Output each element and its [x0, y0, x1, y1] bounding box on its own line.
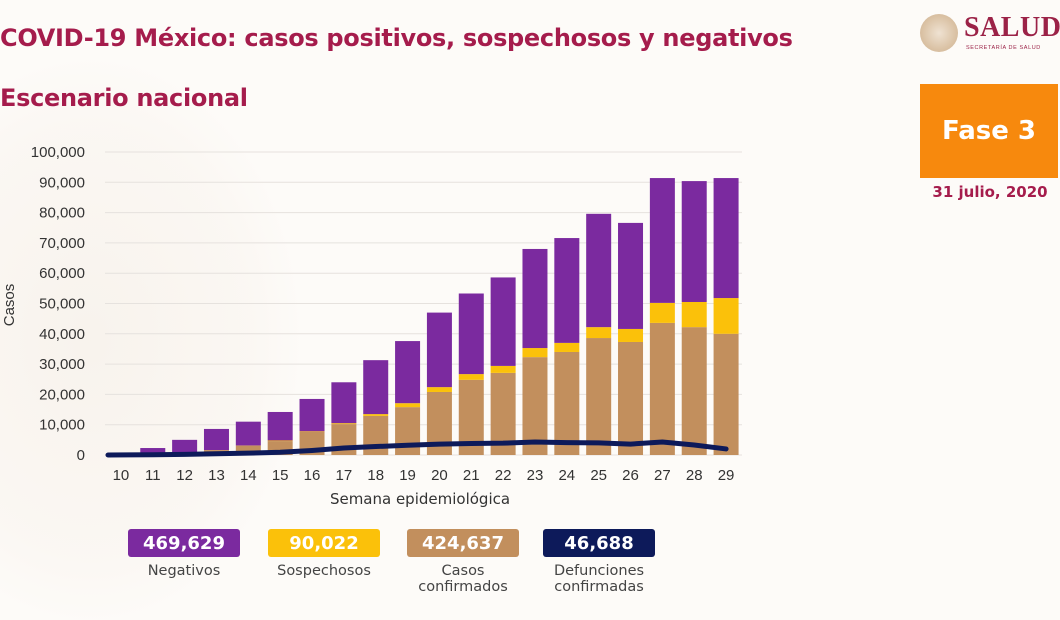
bar-negativos-week-23	[522, 249, 547, 348]
x-tick-label: 12	[176, 467, 193, 484]
national-seal-icon	[920, 14, 958, 52]
y-axis-label: Casos	[1, 284, 18, 327]
y-tick-label: 50,000	[39, 296, 85, 313]
logo-subtitle: SECRETARÍA DE SALUD	[966, 45, 1041, 51]
x-tick-label: 29	[718, 467, 735, 484]
bar-negativos-week-28	[682, 181, 707, 302]
y-tick-label: 40,000	[39, 326, 85, 343]
gridlines	[105, 152, 742, 455]
x-tick-label: 10	[113, 467, 130, 484]
legend-value-badge: 90,022	[268, 529, 380, 557]
bar-casos-confirmados-week-26	[618, 342, 643, 455]
bar-negativos-week-16	[300, 399, 325, 431]
x-tick-label: 28	[686, 467, 703, 484]
bar-negativos-week-27	[650, 178, 675, 303]
y-tick-label: 20,000	[39, 386, 85, 403]
x-tick-label: 25	[590, 467, 607, 484]
bar-sospechosos-week-19	[395, 403, 420, 407]
salud-logo: SALUD SECRETARÍA DE SALUD	[918, 12, 1060, 56]
x-axis-label: Semana epidemiológica	[330, 490, 510, 508]
y-tick-label: 100,000	[31, 144, 85, 161]
bar-sospechosos-week-28	[682, 302, 707, 327]
bar-negativos-week-15	[268, 412, 293, 440]
x-tick-label: 15	[272, 467, 289, 484]
bar-negativos-week-18	[363, 360, 388, 414]
legend-label: Sospechosos	[268, 563, 380, 579]
legend-item-negativos: 469,629 Negativos	[128, 529, 240, 579]
x-tick-label: 11	[145, 467, 161, 484]
x-tick-label: 20	[431, 467, 448, 484]
x-tick-label: 23	[527, 467, 544, 484]
bar-negativos-week-12	[172, 440, 197, 453]
x-tick-label: 18	[367, 467, 384, 484]
bar-casos-confirmados-week-24	[554, 352, 579, 455]
bar-sospechosos-week-22	[491, 366, 516, 373]
bar-sospechosos-week-26	[618, 329, 643, 342]
legend-label: Defunciones confirmadas	[543, 563, 655, 595]
bar-sospechosos-week-20	[427, 387, 452, 392]
y-tick-label: 70,000	[39, 235, 85, 252]
bar-negativos-week-26	[618, 223, 643, 329]
y-tick-label: 80,000	[39, 205, 85, 222]
bar-sospechosos-week-21	[459, 374, 484, 380]
bar-casos-confirmados-week-27	[650, 323, 675, 455]
bar-sospechosos-week-23	[522, 348, 547, 357]
bar-sospechosos-week-15	[268, 440, 293, 441]
bar-negativos-week-14	[236, 422, 261, 446]
bar-sospechosos-week-27	[650, 303, 675, 323]
x-tick-label: 16	[304, 467, 321, 484]
legend-label: Casos confirmados	[407, 563, 519, 595]
bar-negativos-week-29	[714, 178, 739, 298]
x-tick-label: 14	[240, 467, 257, 484]
bar-negativos-week-19	[395, 341, 420, 403]
y-tick-label: 30,000	[39, 356, 85, 373]
legend-value-badge: 469,629	[128, 529, 240, 557]
phase-badge: Fase 3	[920, 84, 1058, 178]
y-tick-label: 10,000	[39, 417, 85, 434]
report-date: 31 julio, 2020	[920, 183, 1060, 201]
bar-sospechosos-week-24	[554, 343, 579, 352]
bar-negativos-week-13	[204, 429, 229, 450]
y-tick-label: 0	[77, 447, 85, 464]
bar-negativos-week-17	[331, 382, 356, 423]
page-subtitle: Escenario nacional	[0, 84, 248, 112]
bar-negativos-week-24	[554, 238, 579, 343]
bar-casos-confirmados-week-28	[682, 327, 707, 455]
x-tick-labels: 10 11 12 13 14 15 16 17 18 19 20 21 22 23 24 25 26 27 28 29	[113, 467, 735, 484]
legend-item-defunciones: 46,688 Defunciones confirmadas	[543, 529, 655, 595]
x-tick-label: 21	[463, 467, 480, 484]
bar-sospechosos-week-29	[714, 298, 739, 334]
bar-sospechosos-week-17	[331, 423, 356, 424]
bar-sospechosos-week-25	[586, 327, 611, 338]
bar-negativos-week-20	[427, 313, 452, 388]
bar-negativos-week-25	[586, 214, 611, 327]
page-title: COVID-19 México: casos positivos, sospec…	[0, 24, 793, 52]
bar-sospechosos-week-18	[363, 414, 388, 416]
y-tick-label: 90,000	[39, 174, 85, 191]
x-tick-label: 17	[336, 467, 353, 484]
x-tick-label: 26	[622, 467, 639, 484]
x-tick-label: 13	[208, 467, 225, 484]
legend-value-badge: 424,637	[407, 529, 519, 557]
x-tick-label: 24	[558, 467, 575, 484]
y-tick-label: 60,000	[39, 265, 85, 282]
bars	[108, 178, 738, 455]
legend-label: Negativos	[128, 563, 240, 579]
x-tick-label: 19	[399, 467, 416, 484]
legend-value-badge: 46,688	[543, 529, 655, 557]
bar-negativos-week-21	[459, 294, 484, 375]
stacked-bar-chart: 0 10,000 20,000 30,000 40,000 50,000 60,000 70,…	[0, 130, 760, 510]
legend-item-sospechosos: 90,022 Sospechosos	[268, 529, 380, 579]
bar-casos-confirmados-week-29	[714, 334, 739, 455]
logo-wordmark: SALUD	[964, 12, 1060, 44]
bar-sospechosos-week-16	[300, 431, 325, 432]
bar-negativos-week-22	[491, 277, 516, 365]
x-tick-label: 27	[654, 467, 671, 484]
legend-item-casos: 424,637 Casos confirmados	[407, 529, 519, 595]
x-tick-label: 22	[495, 467, 512, 484]
y-tick-labels: 0 10,000 20,000 30,000 40,000 50,000 60,000 70,…	[31, 144, 85, 464]
bar-casos-confirmados-week-25	[586, 338, 611, 455]
